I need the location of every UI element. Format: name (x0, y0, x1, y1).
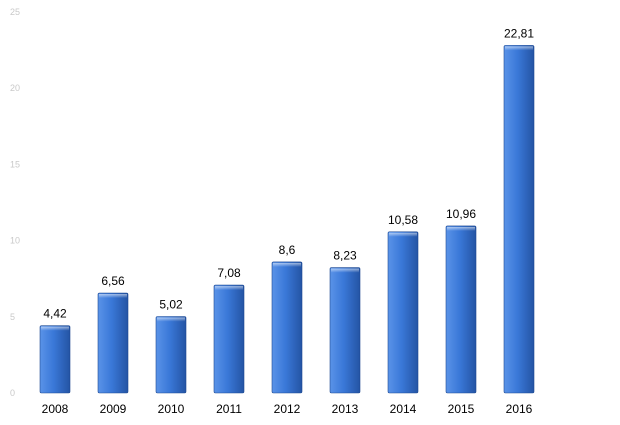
x-tick-label: 2009 (100, 402, 127, 416)
bar-value-label: 6,56 (101, 274, 125, 288)
y-tick-label: 25 (10, 7, 20, 17)
x-axis: 2008 2009 2010 2011 2012 2013 2014 2015 2016 (42, 402, 533, 416)
bar-highlight (99, 294, 127, 299)
y-tick-label: 0 (10, 388, 15, 398)
x-tick-label: 2014 (390, 402, 417, 416)
x-tick-label: 2013 (332, 402, 359, 416)
bar-value-label: 8,23 (333, 249, 357, 263)
bar-value-label: 8,6 (279, 243, 296, 257)
y-tick-label: 5 (10, 312, 15, 322)
bar-highlight (389, 232, 417, 237)
bar (97, 292, 129, 394)
x-tick-label: 2011 (216, 402, 242, 416)
bar (503, 45, 535, 394)
y-tick-label: 10 (10, 236, 20, 246)
bar-highlight (157, 317, 185, 322)
bar-value-label: 7,08 (217, 266, 241, 280)
bar (445, 225, 477, 394)
bar-highlight (41, 326, 69, 331)
bar-value-label: 10,58 (388, 213, 418, 227)
bar (387, 231, 419, 394)
bar (271, 261, 303, 394)
x-tick-label: 2015 (448, 402, 475, 416)
bar (329, 267, 361, 394)
x-tick-label: 2016 (506, 402, 533, 416)
value-labels: 4,42 6,56 5,02 7,08 8,6 8,23 10,58 10,96 22,81 (43, 26, 534, 320)
bar (39, 325, 71, 394)
bar-value-label: 10,96 (446, 207, 476, 221)
bar-highlight (331, 268, 359, 273)
bar-highlight (447, 226, 475, 231)
bar-highlight (505, 46, 533, 51)
x-tick-label: 2012 (274, 402, 301, 416)
bar-value-label: 5,02 (159, 297, 183, 311)
bar-value-label: 4,42 (43, 307, 67, 321)
x-tick-label: 2010 (158, 402, 185, 416)
bar-value-label: 22,81 (504, 26, 534, 40)
y-axis: 0 5 10 15 20 25 (10, 7, 20, 398)
x-tick-label: 2008 (42, 402, 69, 416)
bar (213, 284, 245, 394)
bar-highlight (273, 262, 301, 267)
bar-highlight (215, 286, 243, 291)
y-tick-label: 15 (10, 159, 20, 169)
bar (155, 316, 187, 394)
bars (39, 45, 535, 394)
y-tick-label: 20 (10, 83, 20, 93)
